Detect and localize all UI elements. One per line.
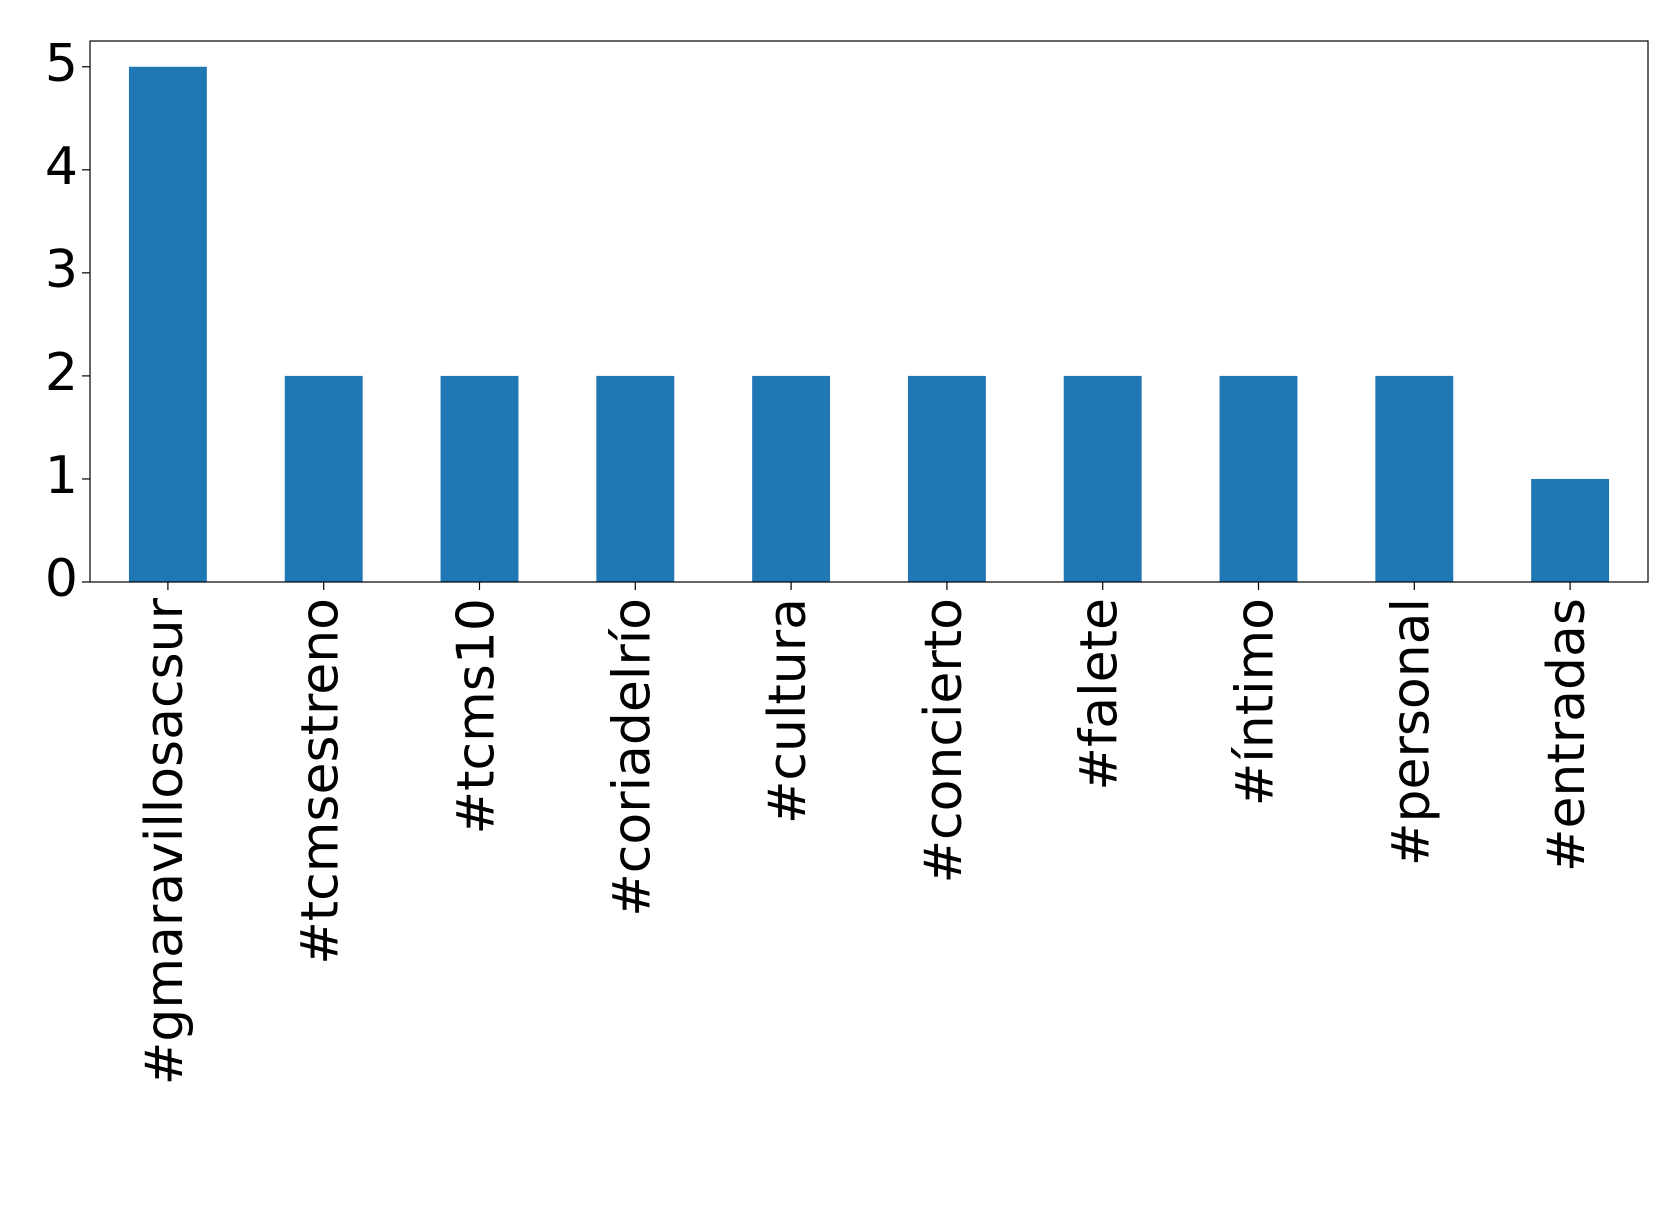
- x-tick-label: #coriadelrío: [602, 598, 662, 917]
- x-tick-label: #tcms10: [447, 598, 507, 834]
- bar: [128, 66, 207, 582]
- x-tick-label: #entradas: [1537, 598, 1597, 872]
- y-tick-label: 2: [45, 343, 78, 403]
- bar: [907, 375, 986, 582]
- y-tick-label: 5: [45, 34, 78, 94]
- x-tick-label: #cultura: [758, 598, 818, 824]
- y-tick-label: 3: [45, 240, 78, 300]
- bar: [1531, 478, 1610, 582]
- bar: [440, 375, 519, 582]
- plot-frame: [89, 40, 1649, 583]
- y-tick-label: 4: [45, 137, 78, 197]
- x-tick-label: #íntimo: [1226, 598, 1286, 806]
- x-tick-label: #falete: [1070, 598, 1130, 791]
- bar: [596, 375, 675, 582]
- bar: [752, 375, 831, 582]
- bar: [284, 375, 363, 582]
- bar: [1219, 375, 1298, 582]
- x-tick-label: #personal: [1381, 598, 1441, 866]
- x-tick-label: #concierto: [914, 598, 974, 884]
- x-tick-label: #gmaravillosacsur: [135, 597, 195, 1085]
- bar: [1375, 375, 1454, 582]
- x-tick-label: #tcmsestreno: [291, 598, 351, 965]
- y-tick-label: 0: [45, 549, 78, 609]
- bar: [1063, 375, 1142, 582]
- y-tick-label: 1: [45, 446, 78, 506]
